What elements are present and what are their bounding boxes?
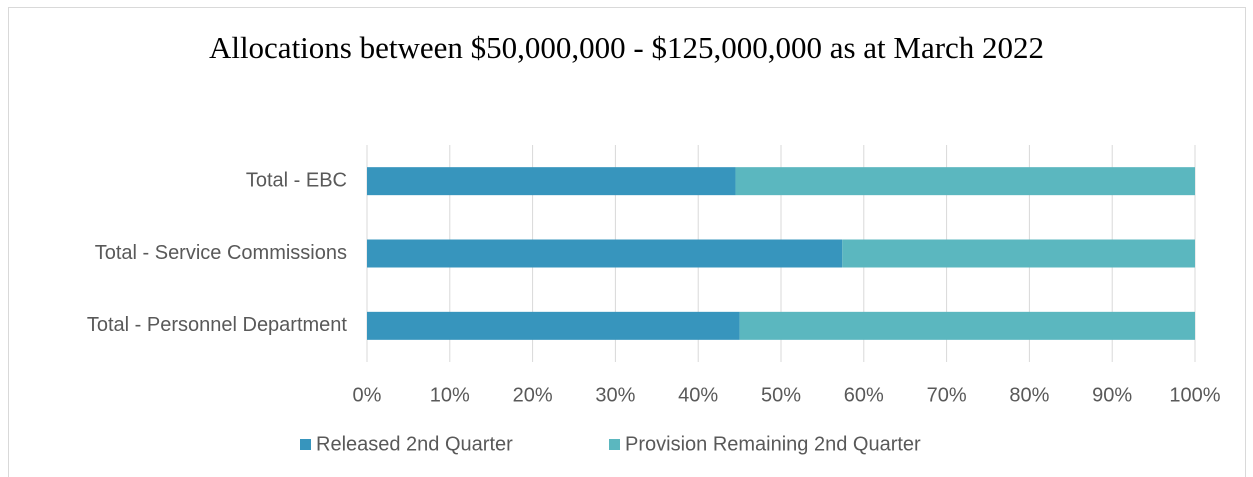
bar-segment: [367, 311, 740, 340]
legend-swatch: [300, 439, 311, 450]
x-tick-label: 0%: [353, 384, 382, 406]
y-tick-label: Total - EBC: [246, 169, 347, 191]
y-tick-label: Total - Service Commissions: [95, 242, 347, 264]
legend-swatch: [609, 439, 620, 450]
x-tick-label: 40%: [678, 384, 718, 406]
x-tick-label: 30%: [595, 384, 635, 406]
x-tick-label: 10%: [430, 384, 470, 406]
x-tick-label: 100%: [1169, 384, 1220, 406]
x-tick-label: 80%: [1009, 384, 1049, 406]
legend-label: Provision Remaining 2nd Quarter: [625, 433, 921, 455]
chart-title: Allocations between $50,000,000 - $125,0…: [208, 30, 1045, 65]
bar-segment: [367, 239, 843, 268]
x-tick-label: 70%: [927, 384, 967, 406]
bar-segment: [739, 311, 1195, 340]
x-tick-label: 90%: [1092, 384, 1132, 406]
chart-border: [8, 7, 1246, 477]
x-tick-label: 50%: [761, 384, 801, 406]
bar-segment: [367, 167, 736, 196]
x-tick-label: 60%: [844, 384, 884, 406]
bar-segment: [842, 239, 1195, 268]
bar-segment: [735, 167, 1195, 196]
x-tick-label: 20%: [513, 384, 553, 406]
legend-label: Released 2nd Quarter: [316, 433, 513, 455]
y-tick-label: Total - Personnel Department: [87, 314, 348, 336]
